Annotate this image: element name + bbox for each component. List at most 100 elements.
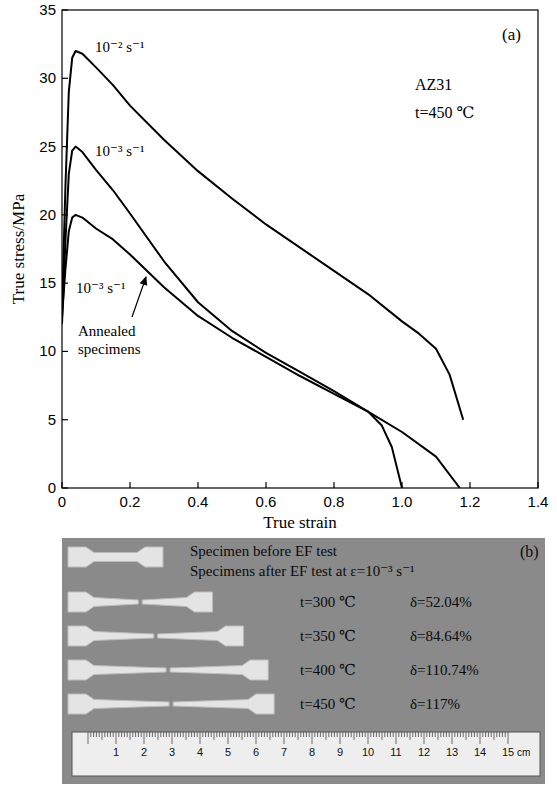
ruler-tick [107, 732, 108, 737]
ruler-tick [152, 732, 153, 737]
ruler-tick [155, 732, 156, 737]
ruler-tick [466, 732, 467, 740]
material-label: AZ31 [415, 76, 452, 93]
ruler-tick [160, 732, 161, 737]
ruler-tick [351, 732, 352, 737]
ruler-tick [443, 732, 444, 737]
ruler-tick [186, 732, 187, 740]
ruler-label: 6 [253, 746, 259, 758]
ruler-tick [200, 732, 201, 744]
ruler-tick [362, 732, 363, 737]
ruler-tick [202, 732, 203, 737]
ruler-label: 13 [446, 746, 458, 758]
y-tick [62, 9, 68, 10]
ruler-tick [146, 732, 147, 737]
curve-label: 10⁻³ s⁻¹ [95, 143, 144, 159]
ruler-tick [502, 732, 503, 737]
caption-before: Specimen before EF test [190, 543, 338, 559]
specimen-half [170, 660, 268, 680]
caption-after: Specimens after EF test at ε=10⁻³ s⁻¹ [190, 563, 415, 579]
specimen-half [142, 592, 212, 612]
x-tick [333, 482, 334, 488]
ruler-tick [421, 732, 422, 737]
ruler-tick [457, 732, 458, 737]
ruler-tick [121, 732, 122, 737]
ruler-tick [412, 732, 413, 737]
ruler-label: 12 [418, 746, 430, 758]
ruler-tick [289, 732, 290, 737]
ruler-tick [267, 732, 268, 737]
ruler-tick [401, 732, 402, 737]
ruler-tick [205, 732, 206, 737]
photo-background [62, 538, 545, 784]
ruler-tick [438, 732, 439, 740]
x-tick [61, 482, 62, 488]
x-tick-label: 0.2 [120, 493, 141, 510]
ruler-tick [309, 732, 310, 737]
ruler-tick [233, 732, 234, 737]
ruler-tick [370, 732, 371, 737]
specimen [68, 547, 163, 567]
y-tick-label: 15 [39, 274, 56, 291]
specimen-elongation: δ=117% [410, 696, 460, 712]
ruler-tick [326, 732, 327, 740]
ruler-label: 8 [309, 746, 315, 758]
ruler-tick [144, 732, 145, 744]
x-tick-label: 0 [58, 493, 66, 510]
ruler-tick [429, 732, 430, 737]
specimen-half [68, 592, 138, 612]
ruler-tick [452, 732, 453, 744]
ruler-tick [172, 732, 173, 744]
ruler-tick [499, 732, 500, 737]
ruler-tick [496, 732, 497, 737]
ruler-tick [96, 732, 97, 737]
y-tick-label: 30 [39, 69, 56, 86]
figure: 00.20.40.60.81.01.21.405101520253035True… [0, 0, 557, 790]
specimen-temperature: t=400 ℃ [300, 662, 356, 678]
x-tick-label: 0.6 [256, 493, 277, 510]
ruler-tick [494, 732, 495, 740]
ruler-tick [214, 732, 215, 740]
specimen-body [68, 547, 163, 567]
ruler-tick [508, 732, 509, 744]
specimen-half [158, 626, 244, 646]
y-tick [62, 78, 68, 79]
plot-frame [62, 10, 538, 488]
ruler-tick [284, 732, 285, 744]
ruler-tick [264, 732, 265, 737]
ruler-tick [415, 732, 416, 737]
panel-label: (b) [520, 543, 539, 561]
ruler-tick [208, 732, 209, 737]
y-tick-label: 35 [39, 1, 56, 18]
x-axis-title: True strain [263, 513, 337, 532]
ruler-tick [334, 732, 335, 737]
ruler-tick [323, 732, 324, 737]
ruler-tick [354, 732, 355, 740]
ruler-tick [331, 732, 332, 737]
ruler-tick [390, 732, 391, 737]
specimen [68, 694, 274, 714]
ruler-tick [474, 732, 475, 737]
specimen-temperature: t=350 ℃ [300, 628, 356, 644]
ruler-tick [135, 732, 136, 737]
ruler-tick [491, 732, 492, 737]
x-tick [265, 482, 266, 488]
ruler-tick [197, 732, 198, 737]
ruler-tick [242, 732, 243, 740]
x-tick-label: 1.2 [460, 493, 481, 510]
ruler-tick [306, 732, 307, 737]
annotation-arrow [132, 277, 146, 317]
ruler-tick [158, 732, 159, 740]
ruler-tick [340, 732, 341, 744]
ruler-tick [270, 732, 271, 740]
ruler-tick [177, 732, 178, 737]
ruler-tick [236, 732, 237, 737]
ruler-tick [253, 732, 254, 737]
ruler-label: 3 [169, 746, 175, 758]
stress-strain-curve [62, 51, 463, 420]
ruler-tick [191, 732, 192, 737]
ruler-tick [113, 732, 114, 737]
ruler-tick [211, 732, 212, 737]
ruler-tick [471, 732, 472, 737]
ruler-tick [303, 732, 304, 737]
